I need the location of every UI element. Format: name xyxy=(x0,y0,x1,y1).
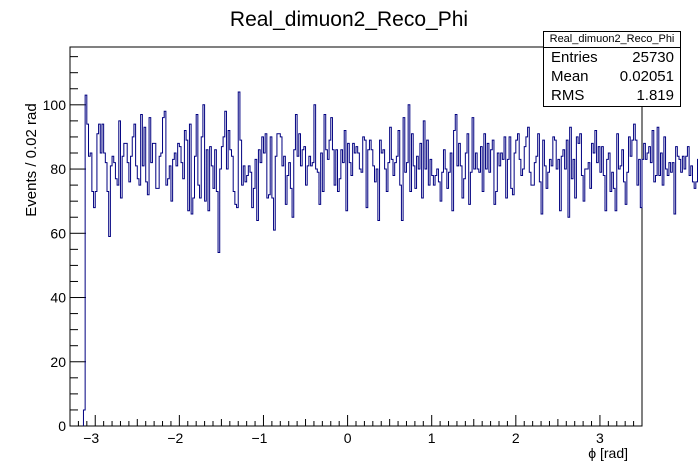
x-tick-label: 0 xyxy=(344,430,352,446)
stats-box: Real_dimuon2_Reco_Phi Entries 25730 Mean… xyxy=(543,31,681,107)
x-tick-label: 3 xyxy=(596,430,604,446)
x-tick-label: −3 xyxy=(83,430,99,446)
x-tick-label: −1 xyxy=(251,430,267,446)
y-axis-label: Events / 0.02 rad xyxy=(23,103,40,216)
stats-mean-value: 0.02051 xyxy=(619,68,674,85)
stats-mean-label: Mean xyxy=(551,68,589,85)
y-tick-label: 60 xyxy=(50,225,66,241)
stats-entries-row: Entries 25730 xyxy=(544,48,680,67)
histogram-line xyxy=(82,91,698,426)
stats-rms-label: RMS xyxy=(551,87,585,104)
x-axis-label: ϕ [rad] xyxy=(588,445,628,461)
stats-box-title: Real_dimuon2_Reco_Phi xyxy=(544,32,680,48)
y-tick-label: 20 xyxy=(50,354,66,370)
x-tick-label: 2 xyxy=(512,430,520,446)
x-tick-label: 1 xyxy=(428,430,436,446)
stats-mean-row: Mean 0.02051 xyxy=(544,67,680,86)
chart-title: Real_dimuon2_Reco_Phi xyxy=(230,8,468,31)
y-tick-label: 100 xyxy=(43,97,67,113)
stats-entries-label: Entries xyxy=(551,49,598,66)
stats-rms-row: RMS 1.819 xyxy=(544,86,680,105)
x-tick-label: −2 xyxy=(167,430,183,446)
y-tick-label: 40 xyxy=(50,290,66,306)
y-axis-ticks: 0 20 40 60 80 100 xyxy=(43,56,86,434)
y-tick-label: 0 xyxy=(58,418,66,434)
stats-entries-value: 25730 xyxy=(632,49,674,66)
x-axis-ticks: −3 −2 −1 0 1 2 3 xyxy=(77,415,635,446)
stats-rms-value: 1.819 xyxy=(636,87,674,104)
y-tick-label: 80 xyxy=(50,161,66,177)
